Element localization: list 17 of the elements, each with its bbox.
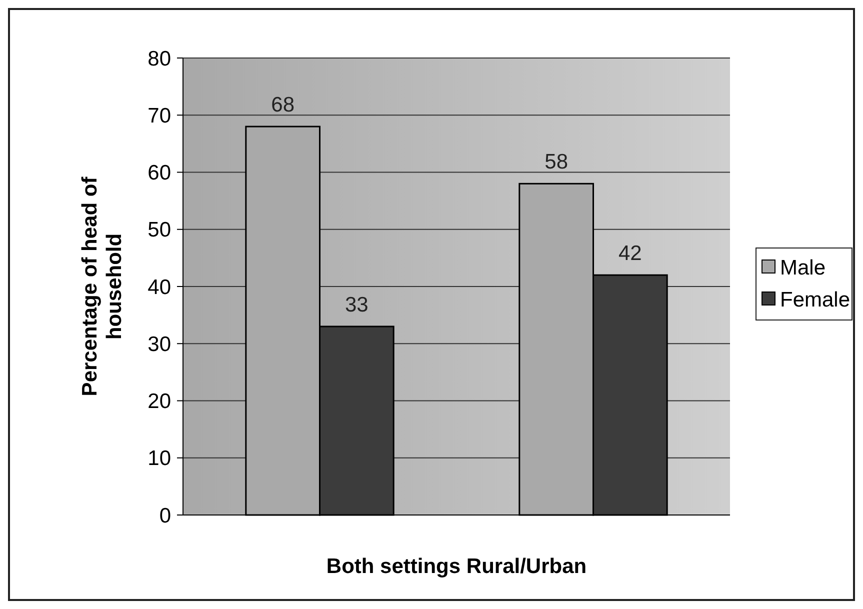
y-axis-title: Percentage of head of household xyxy=(78,176,126,396)
y-tick-label: 80 xyxy=(148,47,171,70)
legend-label: Male xyxy=(780,256,826,280)
data-label: 58 xyxy=(544,150,568,174)
data-label: 68 xyxy=(271,94,295,117)
data-label: 33 xyxy=(344,293,368,316)
y-tick-label: 60 xyxy=(148,162,171,185)
y-tick-label: 40 xyxy=(148,276,171,299)
y-tick-label: 20 xyxy=(148,390,171,414)
data-label: 42 xyxy=(618,242,642,266)
y-tick-label: 70 xyxy=(148,104,171,128)
legend-label: Female xyxy=(780,288,850,312)
y-tick-label: 30 xyxy=(148,332,171,356)
y-tick-label: 50 xyxy=(148,218,171,242)
y-tick-label: 10 xyxy=(148,447,171,470)
x-axis-title: Both settings Rural/Urban xyxy=(326,555,587,578)
y-tick-label: 0 xyxy=(159,504,171,528)
